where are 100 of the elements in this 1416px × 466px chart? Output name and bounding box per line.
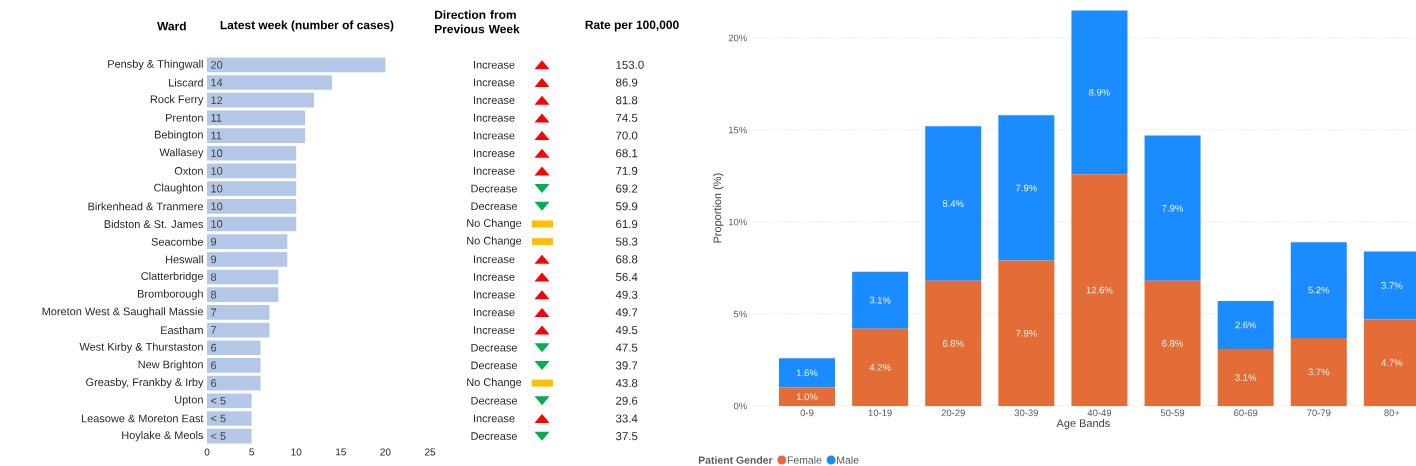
data-label: 9	[211, 237, 217, 246]
data-label: 7.9%	[1162, 204, 1183, 212]
y-axis-title: Proportion (%)	[713, 173, 724, 243]
category-label: Increase	[474, 414, 515, 423]
category-label: Decrease	[471, 343, 517, 352]
chart-title: Latest week (number of cases)	[220, 20, 394, 32]
bar	[207, 57, 386, 73]
bar	[207, 75, 332, 90]
text: 70.0	[616, 131, 638, 140]
data-label: 1.6%	[796, 369, 818, 377]
data-label: 5.2%	[1308, 286, 1330, 294]
category-label: No Change	[467, 377, 522, 389]
bar	[1071, 10, 1128, 175]
bar	[207, 322, 270, 338]
data-label: 9	[211, 255, 217, 264]
bar	[207, 358, 261, 373]
bar	[207, 411, 252, 426]
data-label: < 5	[211, 396, 226, 405]
data-label: < 5	[211, 432, 226, 440]
category-label: No Change	[467, 218, 522, 230]
data-label: 6.8%	[942, 340, 964, 347]
y-tick-label: Claughton	[154, 183, 203, 194]
category-label: Decrease	[471, 432, 517, 440]
y-tick-label: 5%	[733, 310, 747, 318]
x-tick-label: 10-19	[868, 409, 892, 417]
data-label: 10	[211, 220, 223, 228]
data-label: 10	[211, 167, 223, 175]
bar	[207, 216, 297, 232]
data-label: 7	[211, 308, 217, 317]
y-tick-label: Hoylake & Meols	[122, 431, 204, 442]
y-tick-label: Wallasey	[159, 148, 204, 159]
data-label: 4.7%	[1381, 359, 1403, 367]
x-tick-label: 10	[291, 448, 302, 456]
category-label: Increase	[474, 96, 515, 105]
data-label: 6	[211, 379, 217, 387]
legend-label: Female	[787, 456, 822, 464]
text: 29.6	[616, 396, 638, 405]
bar	[207, 428, 252, 444]
text: Direction from Previous Week	[435, 10, 520, 34]
bar	[207, 181, 297, 196]
data-label: 6	[211, 343, 217, 352]
bar	[207, 393, 252, 409]
bar	[207, 110, 306, 126]
text: 59.9	[615, 202, 638, 211]
bar	[207, 92, 315, 108]
text: 49.5	[615, 326, 638, 335]
x-tick-label: 60-69	[1234, 409, 1258, 417]
bar	[207, 375, 261, 391]
category-label: Increase	[474, 290, 515, 299]
text: 69.2	[616, 184, 638, 193]
y-tick-label: Greasby, Frankby & Irby	[86, 378, 204, 389]
text: 37.5	[615, 432, 638, 441]
y-tick-label: Eastham	[161, 326, 203, 335]
data-label: 10	[211, 149, 223, 158]
text: Rate per 100,000	[585, 20, 679, 32]
text: 71.9	[616, 166, 638, 175]
category-label: Increase	[474, 273, 515, 281]
bar	[779, 387, 836, 406]
x-tick-label: 5	[249, 448, 254, 456]
y-tick-label: 15%	[728, 126, 747, 134]
x-tick-label: 80+	[1384, 409, 1400, 417]
data-label: 7	[211, 326, 217, 334]
category-label: Increase	[474, 78, 515, 87]
category-label: Increase	[474, 61, 515, 69]
text: 81.8	[616, 96, 638, 105]
data-label: 6.8%	[1162, 340, 1183, 347]
bar	[1217, 348, 1274, 406]
data-label: 3.7%	[1381, 282, 1403, 289]
bar	[207, 145, 297, 161]
bar	[207, 287, 279, 303]
y-tick-label: 10%	[728, 218, 747, 226]
data-label: 7.9%	[1016, 329, 1037, 337]
data-label: 11	[211, 114, 222, 122]
y-tick-label: Heswall	[166, 255, 203, 264]
bar	[207, 340, 261, 356]
data-label: < 5	[211, 414, 226, 423]
category-label: Increase	[474, 167, 515, 175]
data-label: 4.2%	[869, 364, 891, 371]
bar	[779, 358, 836, 388]
y-tick-label: Birkenhead & Tranmere	[88, 202, 203, 211]
y-tick-label: Oxton	[174, 167, 203, 175]
bar	[207, 163, 297, 179]
bar	[1217, 301, 1274, 349]
bar	[207, 198, 297, 214]
bar	[207, 305, 270, 320]
y-tick-label: Bebington	[155, 130, 203, 141]
y-tick-label: Liscard	[169, 78, 203, 87]
x-tick-label: 20-29	[941, 409, 965, 417]
bar	[207, 234, 288, 249]
text: 56.4	[615, 272, 638, 282]
x-tick-label: 30-39	[1014, 409, 1038, 417]
y-tick-label: Rock Ferry	[150, 95, 204, 106]
data-label: 3.7%	[1308, 368, 1330, 376]
y-tick-label: Clatterbridge	[141, 271, 203, 283]
y-tick-label: Seacombe	[151, 237, 203, 246]
text: 43.8	[615, 379, 638, 388]
y-tick-label: Upton	[175, 395, 203, 406]
text: 47.5	[615, 343, 638, 352]
text: 58.3	[615, 237, 638, 246]
text: 153.0	[616, 60, 644, 69]
